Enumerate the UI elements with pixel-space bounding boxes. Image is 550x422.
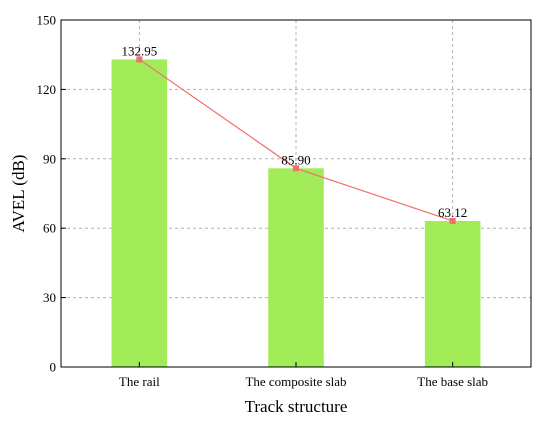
bar — [111, 59, 168, 368]
x-tick-label: The base slab — [417, 374, 488, 389]
y-tick-label: 60 — [43, 221, 56, 236]
x-tick-label: The rail — [119, 374, 160, 389]
y-axis-title: AVEL (dB) — [9, 155, 28, 233]
marker — [136, 56, 143, 63]
data-label: 85.90 — [281, 152, 310, 167]
bars — [111, 59, 481, 368]
y-tick-label: 150 — [37, 13, 57, 28]
markers — [136, 56, 456, 224]
bar — [268, 168, 324, 367]
y-tick-label: 120 — [37, 82, 57, 97]
marker — [449, 217, 456, 224]
data-labels: 132.95 85.90 63.12 — [121, 43, 467, 220]
marker — [293, 165, 299, 172]
x-tick-label: The composite slab — [245, 374, 346, 389]
data-label: 132.95 — [121, 43, 157, 58]
y-tick-label: 90 — [43, 151, 56, 166]
bar — [424, 220, 481, 367]
x-axis-title: Track structure — [245, 397, 348, 416]
data-label: 63.12 — [438, 205, 467, 220]
y-tick-label: 0 — [50, 360, 57, 375]
y-tick-label: 30 — [43, 290, 56, 305]
y-axis-ticks: 0 30 60 90 120 150 — [37, 13, 66, 375]
x-axis-ticks: The rail The composite slab The base slab — [119, 362, 488, 389]
